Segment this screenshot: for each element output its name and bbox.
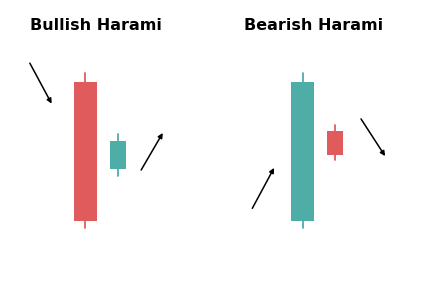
Text: Bullish Harami: Bullish Harami [30, 18, 162, 33]
Bar [328, 131, 343, 155]
Bar [110, 141, 126, 169]
Bar [291, 82, 314, 221]
Text: Bearish Harami: Bearish Harami [244, 18, 383, 33]
Bar [74, 82, 97, 221]
